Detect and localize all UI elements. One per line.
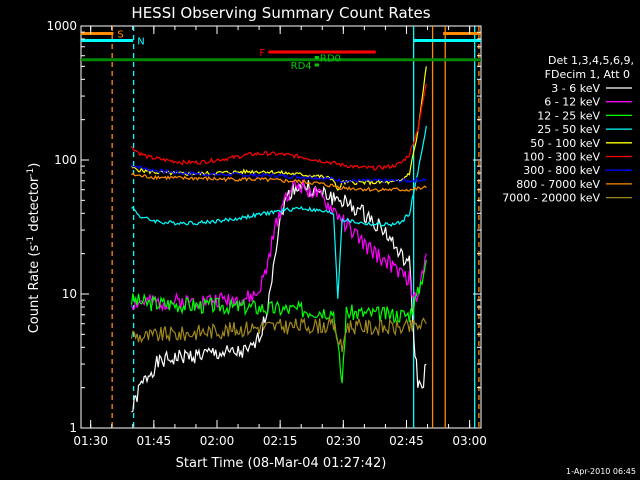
legend-entry-label: 50 - 100 keV	[530, 137, 600, 150]
flag-label-n: N	[137, 36, 144, 47]
y-axis-label: Count Rate (s-1 detector-1)	[26, 163, 42, 334]
x-tick-label: 02:45	[389, 434, 424, 448]
x-tick-label: 02:30	[326, 434, 361, 448]
series-line-6	[130, 164, 427, 184]
y-axis-ticks: 1 10 100 1000	[46, 19, 481, 435]
y-label-tail: detector	[27, 176, 42, 236]
series-line-0	[131, 180, 427, 413]
y-label-main: Count Rate (s	[27, 245, 42, 334]
y-label-sup: -1	[26, 236, 36, 245]
series-line-2	[130, 259, 427, 384]
timestamp-footer: 1-Apr-2010 06:45	[566, 467, 636, 476]
y-label-sup2: -1	[26, 168, 36, 177]
series-line-4	[131, 66, 427, 191]
x-axis-ticks: 01:30 01:45 02:00 02:15 02:30 02:45 03:00	[73, 26, 487, 448]
flag-label-rd0: RD0	[320, 54, 341, 65]
flag-label-s: S	[117, 29, 123, 40]
vertical-markers	[81, 26, 481, 428]
flag-label-rd4: RD4	[291, 61, 312, 72]
x-axis-label: Start Time (08-Mar-04 01:27:42)	[176, 456, 387, 471]
legend-entry-label: 100 - 300 keV	[523, 151, 600, 164]
series-line-7	[131, 172, 427, 193]
y-tick-label: 100	[54, 153, 77, 167]
chart-title: HESSI Observing Summary Count Rates	[131, 4, 430, 22]
y-tick-label: 10	[62, 287, 77, 301]
flag-label-f: F	[259, 48, 265, 59]
x-tick-label: 02:15	[263, 434, 298, 448]
x-tick-label: 01:30	[73, 434, 108, 448]
flag-bars: S N F RD0 RD4	[81, 29, 481, 72]
legend-entry-label: 25 - 50 keV	[537, 123, 600, 136]
legend: Det 1,3,4,5,6,9, FDecim 1, Att 0 3 - 6 k…	[502, 54, 634, 205]
series-lines	[130, 66, 427, 413]
series-line-8	[130, 317, 427, 353]
y-tick-label: 1000	[46, 19, 77, 33]
legend-entry-label: 3 - 6 keV	[551, 82, 600, 95]
plot-area	[80, 25, 482, 429]
x-tick-label: 01:45	[137, 434, 172, 448]
y-label-end: )	[27, 163, 42, 168]
legend-entry-label: 6 - 12 keV	[544, 96, 600, 109]
series-line-3	[131, 125, 427, 299]
plot-frame	[80, 25, 482, 429]
x-tick-label: 03:00	[452, 434, 487, 448]
legend-header-line-2: FDecim 1, Att 0	[545, 68, 630, 81]
legend-entry-label: 300 - 800 keV	[523, 164, 600, 177]
legend-header-line-1: Det 1,3,4,5,6,9,	[548, 54, 634, 67]
series-line-5	[130, 83, 427, 171]
legend-entry-label: 7000 - 20000 keV	[502, 192, 600, 205]
y-tick-label: 1	[69, 421, 77, 435]
legend-entry-label: 12 - 25 keV	[537, 109, 600, 122]
legend-entry-label: 800 - 7000 keV	[516, 178, 600, 191]
x-tick-label: 02:00	[200, 434, 235, 448]
